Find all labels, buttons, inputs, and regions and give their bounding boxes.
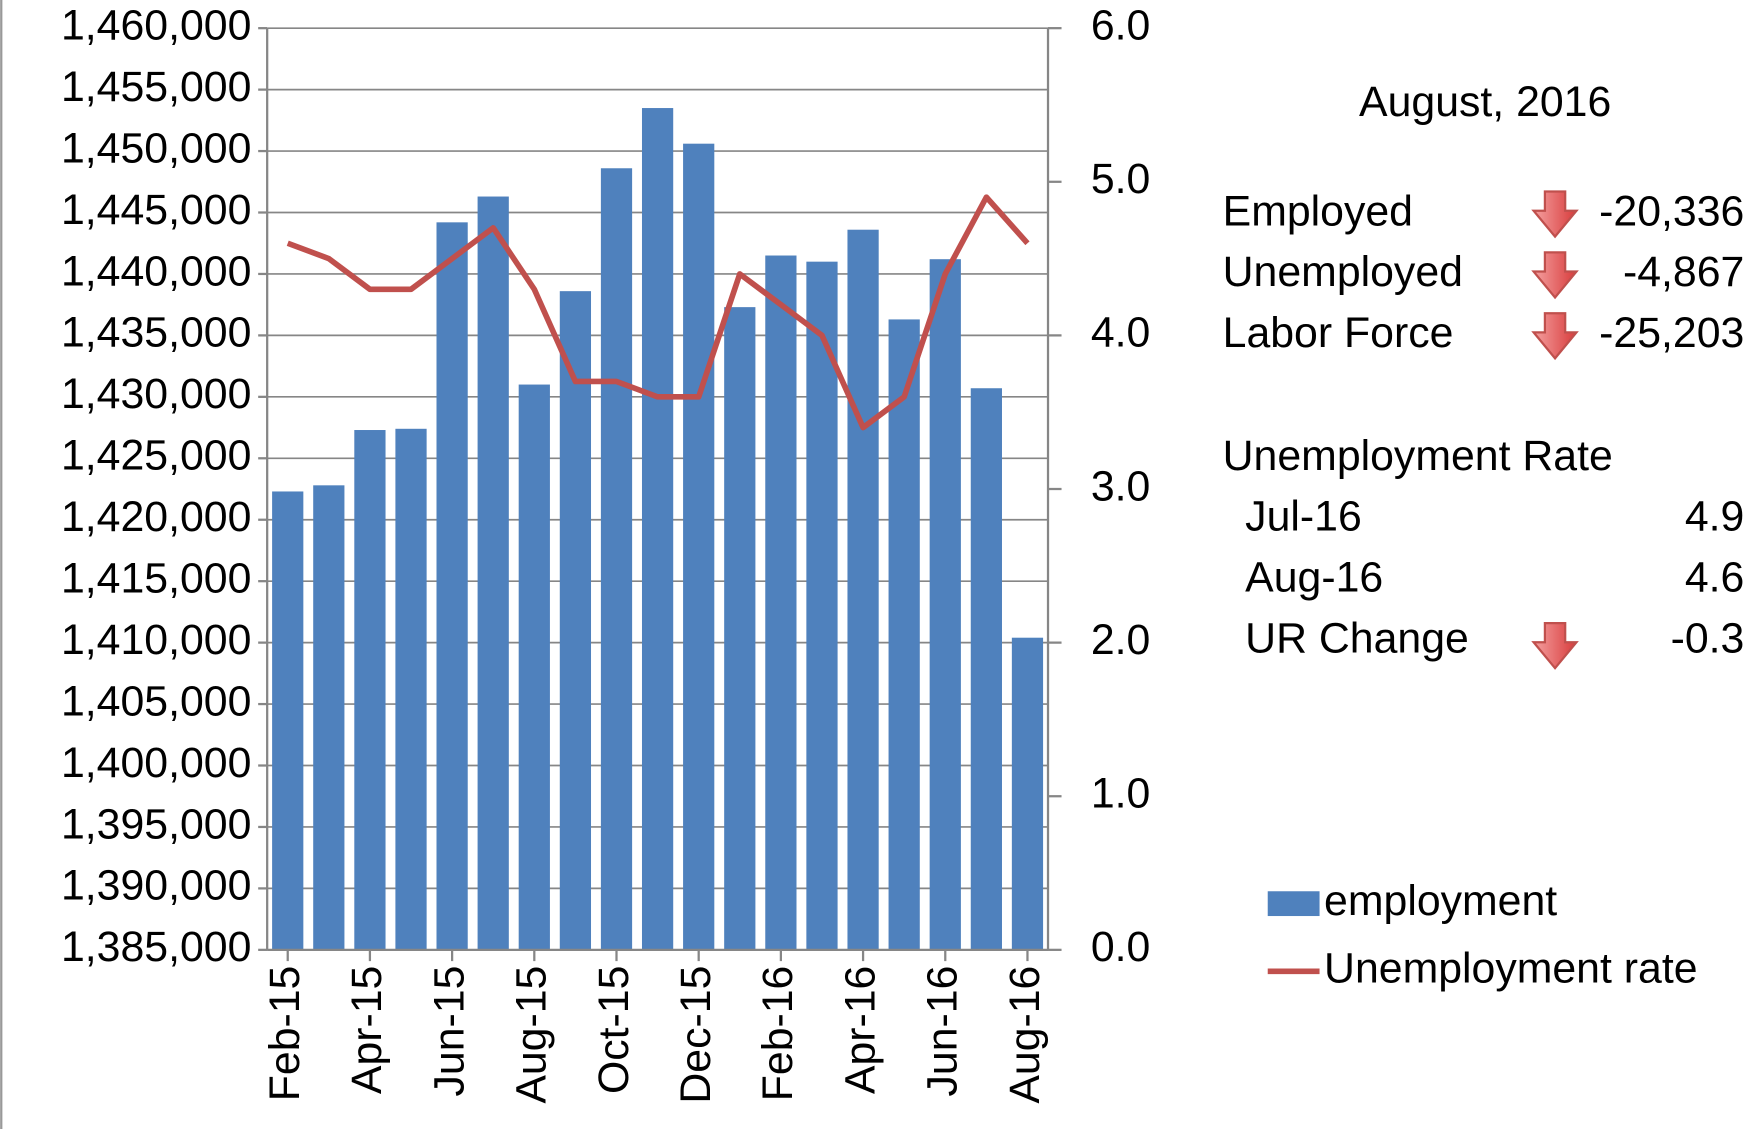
bar <box>395 428 427 950</box>
y2-tick-label: 0.0 <box>1091 923 1151 971</box>
y-tick-label: 1,455,000 <box>61 63 251 111</box>
rate-label: UR Change <box>1245 614 1469 662</box>
bar <box>272 491 304 950</box>
down-arrow <box>1532 190 1578 238</box>
bar <box>313 485 345 950</box>
row-value: -4,867 <box>1623 248 1744 296</box>
x-tick-label: Apr-16 <box>836 966 884 1094</box>
y-tick-label: 1,460,000 <box>61 1 251 49</box>
bar <box>436 222 468 950</box>
bar <box>559 291 592 950</box>
bar <box>970 388 1002 950</box>
y-tick-label: 1,440,000 <box>61 247 251 295</box>
y-tick-label: 1,415,000 <box>61 554 251 602</box>
line <box>286 194 1030 431</box>
y-tick-label: 1,395,000 <box>61 800 251 848</box>
legend-label: Unemployment rate <box>1324 945 1697 993</box>
y-tick-label: 1,405,000 <box>61 677 251 725</box>
panel-title: August, 2016 <box>1359 78 1611 126</box>
down-arrow <box>1532 312 1578 360</box>
bar <box>765 255 797 950</box>
summary-panel: August, 2016 Employed -20,336 Unemployed… <box>1223 78 1745 670</box>
row-label: Employed <box>1223 187 1413 235</box>
rate-label: Jul-16 <box>1245 493 1362 541</box>
bar <box>929 259 961 950</box>
y2-tick-label: 2.0 <box>1091 616 1151 664</box>
x-tick-label: Jun-15 <box>425 966 473 1097</box>
x-tick-label: Oct-15 <box>590 966 638 1094</box>
down-arrow <box>1532 621 1578 670</box>
rate-value: -0.3 <box>1671 614 1745 662</box>
x-tick-label: Feb-16 <box>754 966 802 1102</box>
bar <box>683 143 715 950</box>
row-label: Labor Force <box>1223 309 1454 357</box>
bar <box>518 384 550 950</box>
bar <box>888 319 920 950</box>
y2-tick-label: 1.0 <box>1091 770 1151 818</box>
y2-tick-label: 4.0 <box>1091 309 1151 357</box>
x-tick-label: Jun-16 <box>919 966 967 1097</box>
x-tick-label: Aug-16 <box>1001 966 1049 1104</box>
bar <box>724 307 756 950</box>
row-label: Unemployed <box>1223 248 1463 296</box>
y-tick-label: 1,410,000 <box>61 616 251 664</box>
y2-tick-label: 6.0 <box>1091 1 1151 49</box>
x-tick-label: Feb-15 <box>261 966 309 1102</box>
y-tick-label: 1,385,000 <box>61 923 251 971</box>
bar <box>600 168 633 950</box>
row-value: -25,203 <box>1599 309 1744 357</box>
x-tick-label: Dec-15 <box>672 966 720 1104</box>
y-tick-label: 1,420,000 <box>61 493 251 541</box>
y2-tick-label: 3.0 <box>1091 462 1151 510</box>
row-value: -20,336 <box>1599 187 1744 235</box>
y-tick-label: 1,435,000 <box>61 309 251 357</box>
rate-label: Aug-16 <box>1245 554 1383 602</box>
bar <box>806 261 838 950</box>
y-tick-label: 1,425,000 <box>61 432 251 480</box>
y-tick-label: 1,400,000 <box>61 739 251 787</box>
y-tick-label: 1,445,000 <box>61 186 251 234</box>
rate-value: 4.9 <box>1685 493 1745 541</box>
bar <box>1011 637 1044 950</box>
bar <box>354 430 386 950</box>
y2-tick-label: 5.0 <box>1091 155 1151 203</box>
rate-title: Unemployment Rate <box>1223 432 1613 480</box>
rate-value: 4.6 <box>1685 554 1745 602</box>
bar <box>641 108 674 950</box>
y-tick-label: 1,430,000 <box>61 370 251 418</box>
bar <box>847 229 879 950</box>
y-tick-label: 1,450,000 <box>61 124 251 172</box>
legend-swatch <box>1267 891 1320 917</box>
y-tick-label: 1,390,000 <box>61 862 251 910</box>
x-tick-label: Aug-15 <box>508 966 556 1104</box>
legend-label: employment <box>1324 877 1557 925</box>
bar <box>477 196 509 950</box>
down-arrow <box>1532 251 1578 299</box>
x-tick-label: Apr-15 <box>343 966 391 1094</box>
